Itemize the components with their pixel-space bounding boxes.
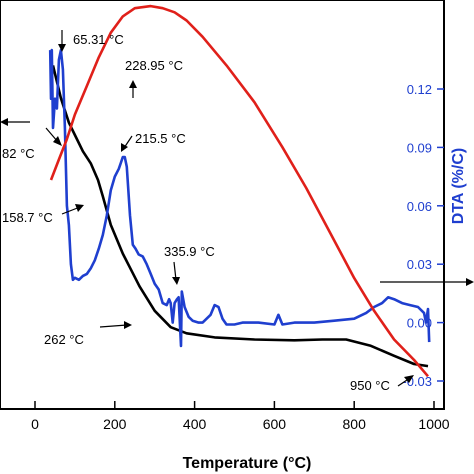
annotation-65c: 65.31 °C: [73, 32, 124, 47]
y-right-tick-label: 0.03: [407, 257, 432, 272]
annotation-82c-arrowhead: [53, 136, 62, 146]
annotation-215c-arrowhead: [121, 143, 128, 152]
x-tick-label: 0: [31, 416, 39, 432]
y-right-tick-label: 0.12: [407, 82, 432, 97]
annotation-229c-arrowhead: [129, 80, 137, 88]
y-right-tick-label: 0.06: [407, 199, 432, 214]
annotation-262c: 262 °C: [44, 332, 84, 347]
y-right-tick-label: 0.00: [407, 316, 432, 331]
right-arrow-head: [466, 278, 474, 286]
series-line-dta: [48, 48, 431, 348]
annotation-262c-arrow: [99, 324, 128, 328]
annotation-262c-arrowhead: [124, 321, 132, 329]
y-right-tick-label: -0.03: [402, 374, 432, 389]
y-right-tick-label: 0.09: [407, 140, 432, 155]
left-edge-arrows: [0, 118, 30, 126]
y-right-axis-label: DTA (%/C): [450, 148, 467, 224]
annotation-82c: 82 °C: [2, 146, 35, 161]
annotation-950c: 950 °C: [350, 378, 390, 393]
plot-frame: [0, 0, 445, 410]
series-line-tg: [51, 65, 429, 368]
annotation-158c: 158.7 °C: [2, 210, 53, 225]
x-tick-label: 600: [263, 416, 287, 432]
x-axis-label: Temperature (°C): [183, 455, 312, 472]
annotation-229c: 228.95 °C: [125, 58, 183, 73]
x-tick-label: 200: [103, 416, 127, 432]
x-tick-label: 1000: [418, 416, 449, 432]
left-arrow-head: [0, 118, 8, 126]
annotation-158c-arrowhead: [75, 204, 84, 212]
right-edge-arrow: [380, 278, 474, 286]
annotation-336c-arrowhead: [172, 277, 180, 285]
x-tick-label: 400: [183, 416, 207, 432]
annotation-65c-arrowhead: [58, 44, 66, 52]
annotation-215c: 215.5 °C: [135, 131, 186, 146]
annotation-336c: 335.9 °C: [164, 244, 215, 259]
x-tick-label: 800: [343, 416, 367, 432]
annotations: 65.31 °C 228.95 °C 82 °C 215.5 °C 158.7 …: [2, 30, 414, 393]
series-line-dsc: [49, 4, 429, 378]
annotation-950c-arrowhead: [404, 375, 414, 383]
